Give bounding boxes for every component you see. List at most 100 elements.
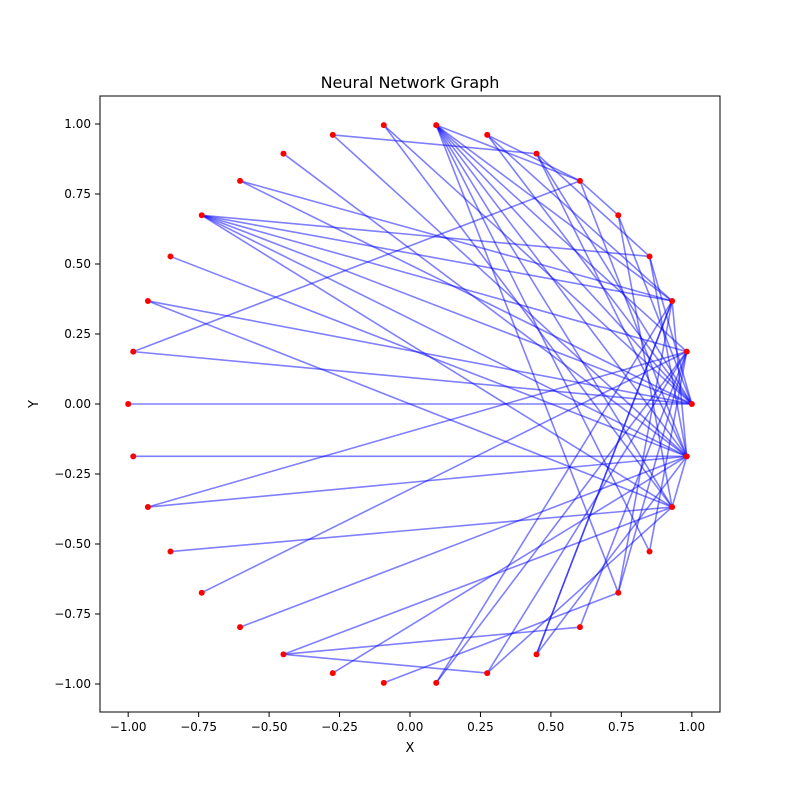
x-tick-label: 1.00 [678,720,705,734]
graph-edge [671,456,688,508]
graph-edge [239,455,688,628]
x-tick-label: −0.25 [321,720,358,734]
graph-edge [383,124,693,405]
graph-node [329,131,336,138]
graph-node [130,348,137,355]
graph-edge [486,134,693,405]
graph-node [380,679,387,686]
graph-edge [579,351,688,628]
graph-edge [201,214,673,508]
y-tick-label: 0.50 [64,257,91,271]
graph-edge [435,124,673,302]
graph-node [237,177,244,184]
graph-edge [486,134,581,182]
graph-node [576,624,583,631]
graph-edge [648,256,688,457]
graph-node [433,679,440,686]
graph-edge [617,351,688,593]
graph-edge [535,153,651,258]
graph-edge [147,350,687,508]
graph-edge [535,153,688,457]
graph-edge [383,591,619,684]
y-tick-label: −0.25 [54,467,91,481]
graph-edge [648,256,693,405]
graph-edge [648,351,688,552]
graph-edge [332,134,688,457]
graph-edge [201,214,673,302]
graph-node [144,297,151,304]
graph-node [533,651,540,658]
graph-edge [617,215,673,508]
graph-node [167,253,174,260]
edges-layer [128,124,693,684]
graph-edge [617,300,673,593]
graph-node [280,150,287,157]
y-tick-label: 0.00 [64,397,91,411]
graph-node [167,548,174,555]
x-tick-label: 0.25 [467,720,494,734]
graph-edge [239,180,693,405]
graph-edge [435,300,673,684]
graph-edge [201,350,688,594]
y-axis: −1.00 −0.75 −0.50 −0.25 0.00 0.25 0.50 0.75 1.00 [54,117,100,691]
graph-node [237,624,244,631]
y-tick-label: −1.00 [54,677,91,691]
nodes-layer [125,122,695,686]
y-tick-label: −0.75 [54,607,91,621]
y-tick-label: 0.25 [64,327,91,341]
graph-node [615,589,622,596]
graph-edge [147,455,687,508]
graph-edge [132,180,581,353]
graph-edge [201,214,688,458]
y-tick-label: 0.75 [64,187,91,201]
chart-title: Neural Network Graph [321,73,500,92]
graph-edge [579,180,619,216]
x-tick-label: −1.00 [110,720,147,734]
graph-node [646,253,653,260]
graph-edge [486,506,673,674]
graph-node [669,297,676,304]
graph-edge [133,350,692,405]
x-tick-label: −0.75 [180,720,217,734]
graph-edge [201,214,687,353]
x-axis-label: X [406,741,415,756]
x-tick-label: 0.50 [538,720,565,734]
graph-node [688,401,695,407]
x-tick-label: 0.00 [397,720,424,734]
graph-node [125,401,132,407]
graph-edge [535,455,688,655]
graph-node [533,150,540,157]
graph-node [280,651,287,658]
graph-node [198,589,205,596]
y-tick-label: 1.00 [64,117,91,131]
graph-node [669,504,676,511]
graph-edge [282,153,688,457]
graph-edge [201,214,693,405]
x-tick-label: −0.50 [251,720,288,734]
graph-edge [283,653,488,674]
graph-node [198,212,205,219]
graph-edge [283,506,673,656]
graph-node [484,670,491,677]
graph-edge [435,124,688,457]
graph-edge [579,180,688,457]
graph-edge [535,153,693,405]
graph-node [615,212,622,219]
graph-node [484,131,491,138]
graph-node [433,122,440,129]
graph-edge [283,626,581,656]
graph-edge [435,124,688,353]
y-tick-label: −0.50 [54,537,91,551]
graph-node [683,453,690,460]
graph-edge [435,351,688,684]
x-axis: −1.00 −0.75 −0.50 −0.25 0.00 0.25 0.50 0.75 1.00 [110,712,705,734]
graph-edge [383,124,673,508]
graph-edge [435,124,651,552]
y-axis-label: Y [27,400,42,409]
graph-node [329,670,336,677]
graph-node [144,504,151,511]
graph-node [380,122,387,129]
graph-node [130,453,137,460]
graph-node [683,348,690,355]
